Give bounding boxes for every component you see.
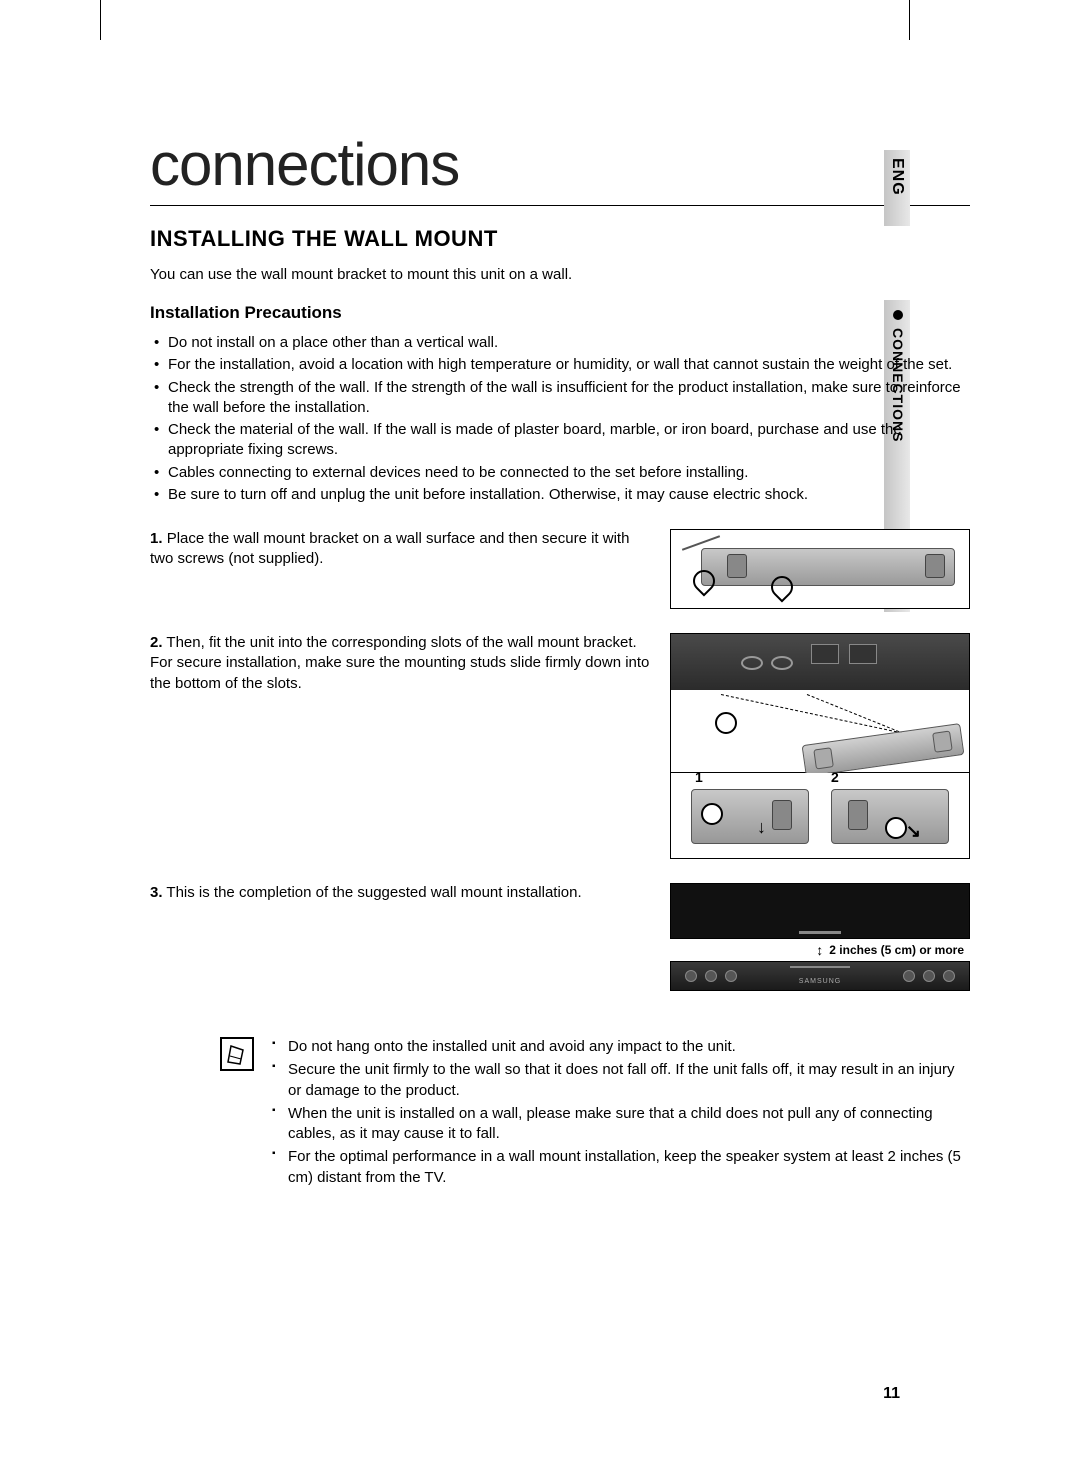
step-3: 3. This is the completion of the suggest…	[150, 883, 970, 991]
precaution-item: Do not install on a place other than a v…	[150, 333, 970, 353]
led-icon	[923, 970, 935, 982]
figure-1	[670, 529, 970, 609]
step-2: 2. Then, fit the unit into the correspon…	[150, 633, 970, 859]
section-heading: INSTALLING THE WALL MOUNT	[150, 226, 970, 252]
gap-label: 2 inches (5 cm) or more	[829, 943, 964, 957]
bracket-illustration	[670, 529, 970, 609]
step-number: 1.	[150, 530, 163, 547]
vertical-arrow-icon: ↕	[816, 942, 823, 958]
step-text: 3. This is the completion of the suggest…	[150, 883, 650, 903]
note-item: Do not hang onto the installed unit and …	[272, 1037, 970, 1057]
step-number: 3.	[150, 884, 163, 901]
bracket-slot	[932, 730, 953, 752]
chapter-title: connections	[150, 130, 970, 199]
step-body: This is the completion of the suggested …	[166, 884, 581, 901]
step-text: 1. Place the wall mount bracket on a wal…	[150, 529, 650, 570]
step-number: 2.	[150, 634, 163, 651]
figure-2: 1 2 ↓ ↘	[670, 633, 970, 859]
figure-3: ↕ 2 inches (5 cm) or more SAMSUNG	[670, 883, 970, 991]
led-icon	[705, 970, 717, 982]
note-item: When the unit is installed on a wall, pl…	[272, 1104, 970, 1145]
led-icon	[903, 970, 915, 982]
port-icon	[771, 656, 793, 670]
center-strip	[790, 966, 850, 968]
soundbar-back	[671, 634, 969, 690]
divider	[150, 205, 970, 206]
slot	[848, 800, 868, 830]
callout-number: 2	[831, 769, 839, 785]
port-icon	[849, 644, 877, 664]
brand-label: SAMSUNG	[799, 978, 841, 985]
led-icon	[685, 970, 697, 982]
dashed-line	[721, 694, 917, 737]
port-icon	[741, 656, 763, 670]
precaution-item: Be sure to turn off and unplug the unit …	[150, 485, 970, 505]
mount-detail-illustration: 1 2 ↓ ↘	[670, 773, 970, 859]
note-block: Do not hang onto the installed unit and …	[150, 1037, 970, 1191]
mount-top-illustration	[670, 633, 970, 773]
bracket-slot	[813, 747, 834, 769]
bracket-slot	[727, 554, 747, 578]
precaution-item: Cables connecting to external devices ne…	[150, 463, 970, 483]
precaution-item: For the installation, avoid a location w…	[150, 355, 970, 375]
step-1: 1. Place the wall mount bracket on a wal…	[150, 529, 970, 609]
soundbar-front: SAMSUNG	[670, 961, 970, 991]
language-tab: ENG	[884, 150, 910, 226]
bullet-icon	[893, 310, 903, 320]
note-item: For the optimal performance in a wall mo…	[272, 1147, 970, 1188]
slot	[772, 800, 792, 830]
note-icon	[220, 1037, 254, 1071]
precautions-heading: Installation Precautions	[150, 303, 970, 323]
gap-label-row: ↕ 2 inches (5 cm) or more	[670, 939, 970, 961]
precautions-list: Do not install on a place other than a v…	[150, 333, 970, 505]
magnifier-icon	[701, 803, 723, 825]
led-icon	[725, 970, 737, 982]
manual-page: ENG CONNECTIONS connections INSTALLING T…	[0, 0, 1080, 1473]
note-item: Secure the unit firmly to the wall so th…	[272, 1060, 970, 1101]
magnifier-icon	[885, 817, 907, 839]
precaution-item: Check the strength of the wall. If the s…	[150, 378, 970, 419]
port-icon	[811, 644, 839, 664]
precaution-item: Check the material of the wall. If the w…	[150, 420, 970, 461]
intro-text: You can use the wall mount bracket to mo…	[150, 266, 970, 283]
note-list: Do not hang onto the installed unit and …	[272, 1037, 970, 1191]
page-number: 11	[883, 1385, 900, 1403]
bracket-slot	[925, 554, 945, 578]
step-body: Then, fit the unit into the correspondin…	[150, 634, 649, 692]
magnifier-icon	[715, 712, 737, 734]
tv-illustration	[670, 883, 970, 939]
steps-list: 1. Place the wall mount bracket on a wal…	[150, 529, 970, 991]
step-body: Place the wall mount bracket on a wall s…	[150, 530, 629, 567]
down-arrow-icon: ↓	[757, 817, 766, 838]
down-arrow-icon: ↘	[906, 821, 921, 842]
callout-number: 1	[695, 769, 703, 785]
step-text: 2. Then, fit the unit into the correspon…	[150, 633, 650, 694]
led-icon	[943, 970, 955, 982]
